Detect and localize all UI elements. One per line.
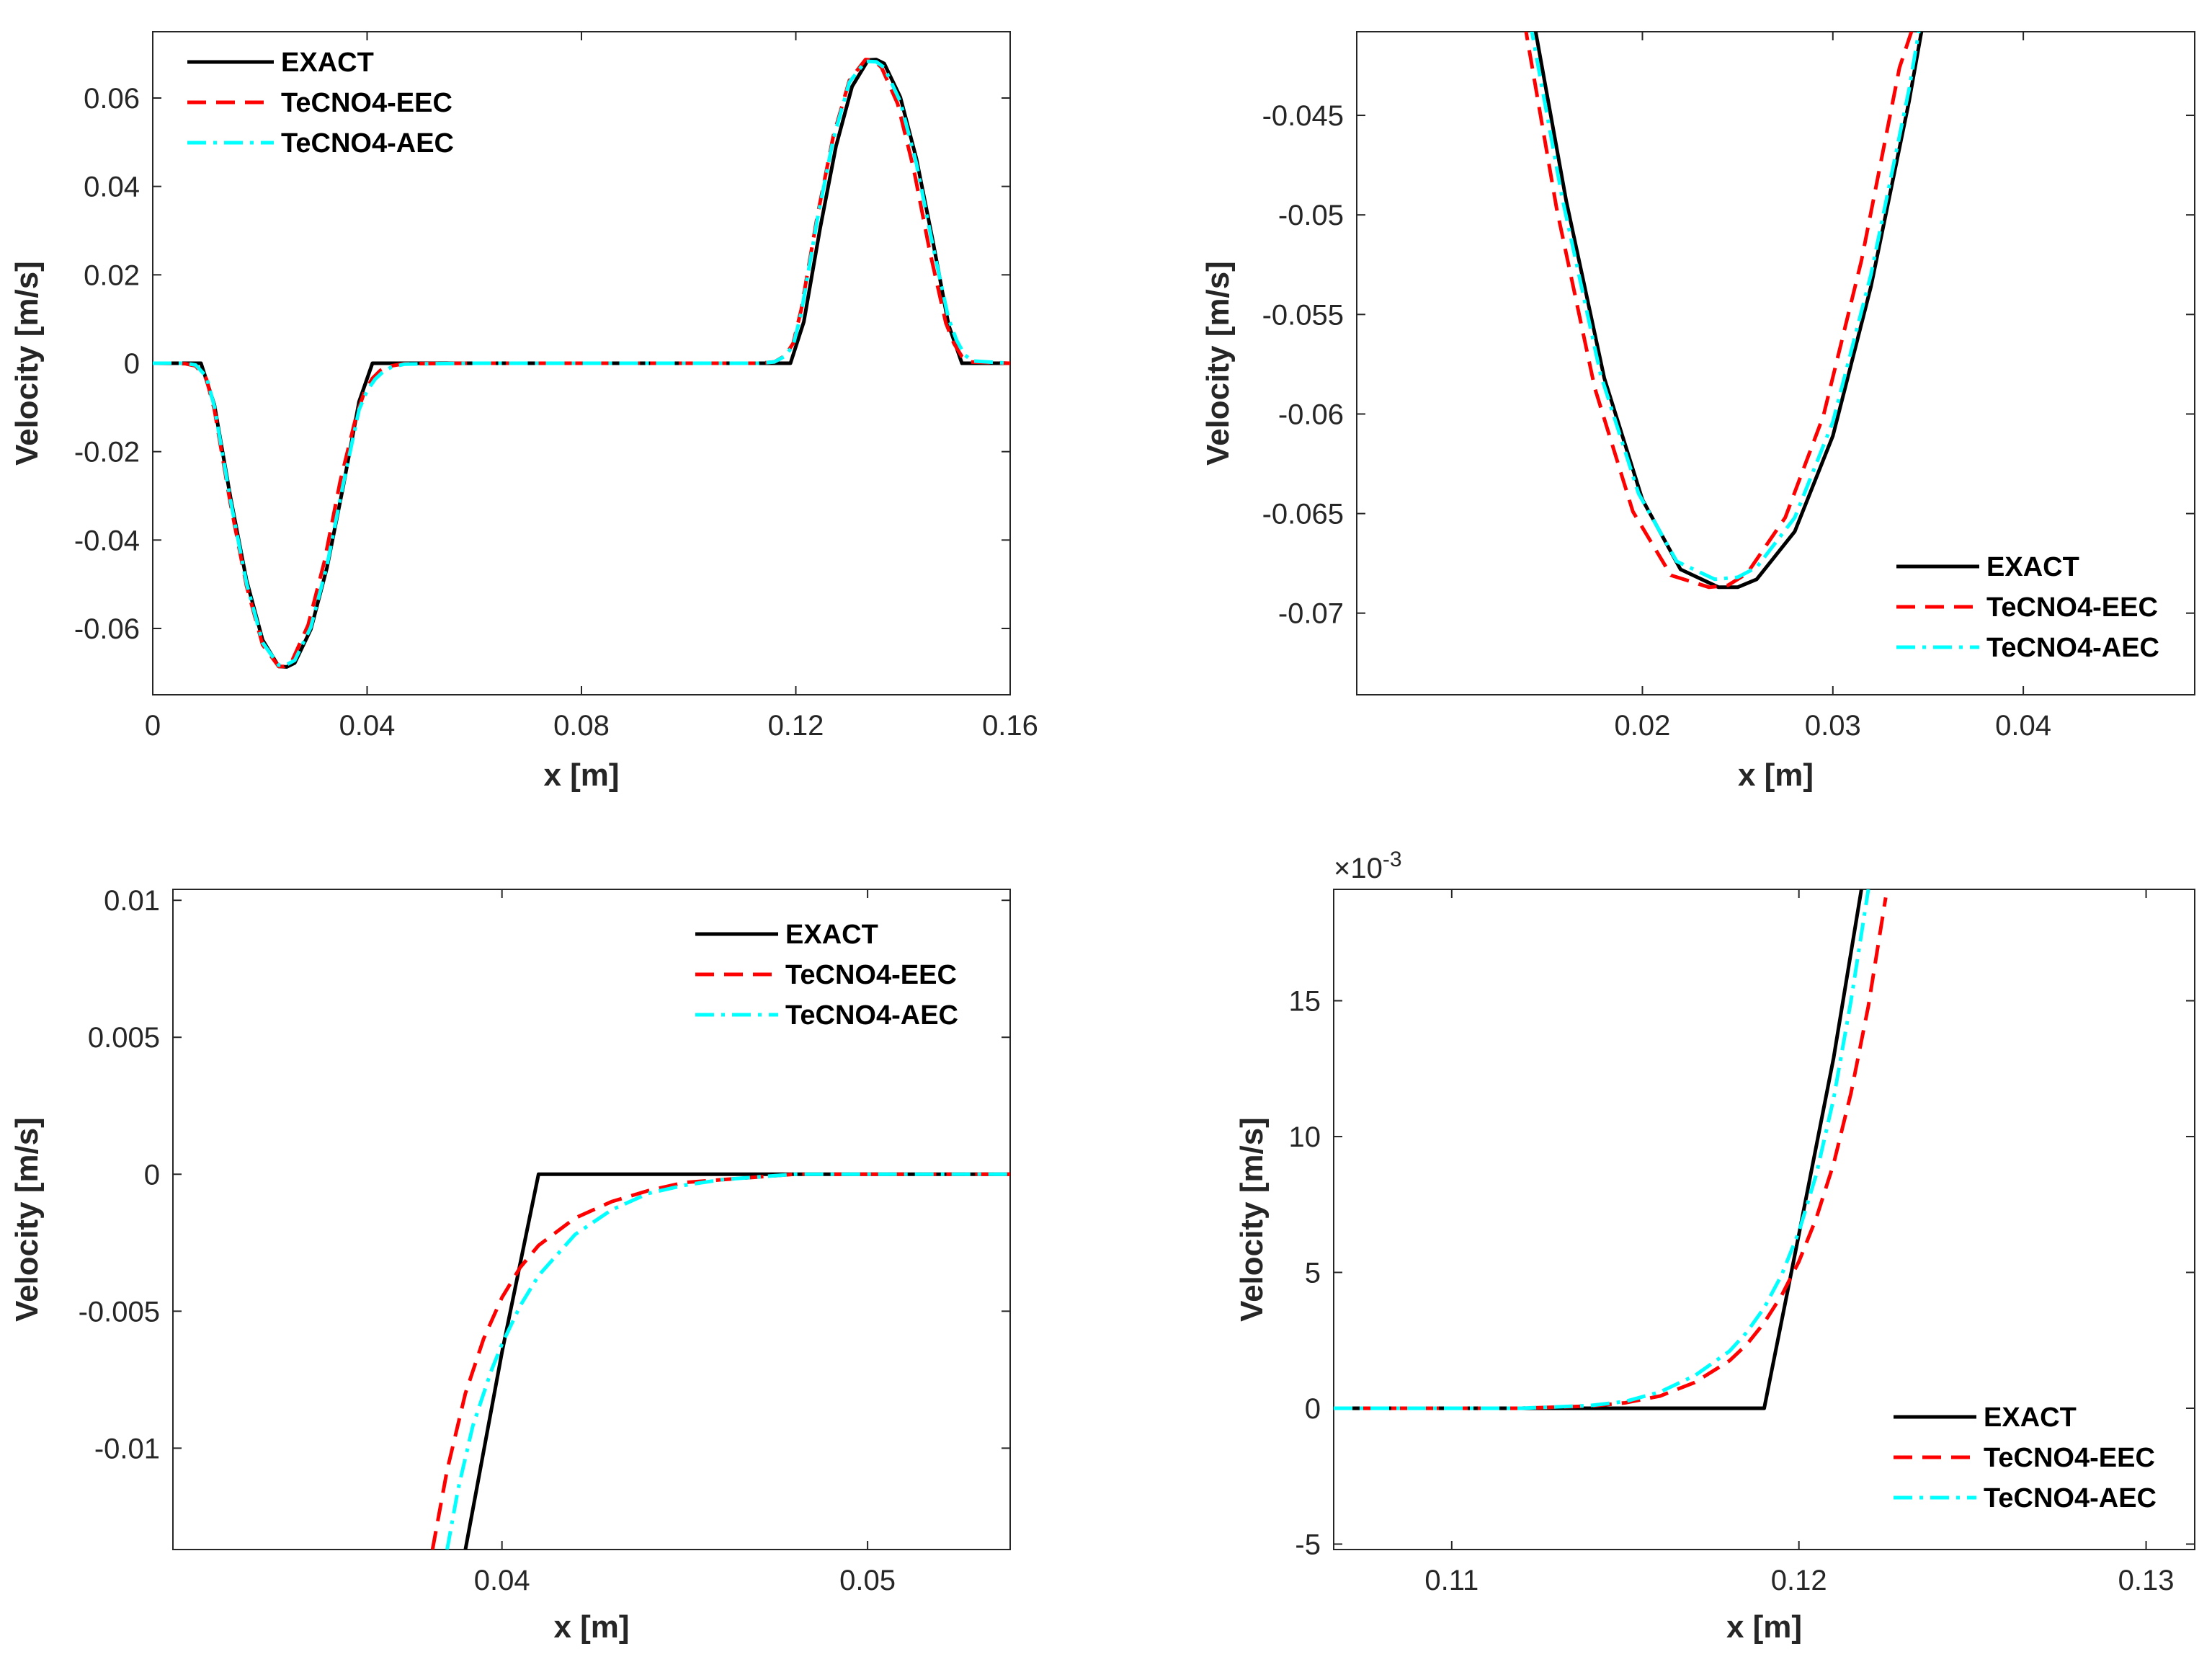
legend-label: TeCNO4-EEC bbox=[1986, 592, 2158, 623]
plot-area bbox=[153, 58, 1010, 669]
y-tick-label: 0.04 bbox=[84, 172, 140, 203]
y-tick-label: 0 bbox=[144, 1159, 160, 1191]
legend-label: TeCNO4-AEC bbox=[1986, 633, 2159, 663]
y-tick-label: 10 bbox=[1289, 1121, 1321, 1153]
y-axis-label: Velocity [m/s] bbox=[9, 1117, 45, 1322]
legend: EXACT TeCNO4-EEC TeCNO4-AEC bbox=[187, 48, 454, 159]
y-tick-label: 0 bbox=[124, 348, 140, 380]
y-tick-label: 15 bbox=[1289, 986, 1321, 1018]
y-tick-label: -0.01 bbox=[94, 1433, 160, 1464]
axes-box bbox=[1356, 31, 2195, 695]
x-tick-label: 0 bbox=[145, 710, 161, 742]
x-tick-label: 0.16 bbox=[982, 710, 1038, 742]
y-tick-label: 0.005 bbox=[88, 1022, 160, 1054]
legend: EXACT TeCNO4-EEC TeCNO4-AEC bbox=[1894, 1402, 2157, 1513]
x-tick-label: 0.12 bbox=[1771, 1565, 1827, 1596]
legend: EXACT TeCNO4-EEC TeCNO4-AEC bbox=[1896, 552, 2159, 663]
y-tick-label: 0.01 bbox=[104, 885, 160, 917]
y-exponent-label: ×10-3 bbox=[1334, 848, 1402, 884]
plot-area bbox=[1334, 889, 1888, 1410]
x-tick-label: 0.04 bbox=[339, 710, 396, 742]
series-line-exact bbox=[1533, 32, 1924, 590]
panel-top-left: 0 0.04 0.08 0.12 0.16 -0.06 -0.04 -0.02 0 0.02 0.0… bbox=[9, 31, 1038, 793]
plot-area bbox=[1524, 32, 1924, 590]
y-axis-label: Velocity [m/s] bbox=[9, 261, 45, 466]
y-tick-label: -0.055 bbox=[1262, 299, 1344, 331]
y-tick-label: -0.005 bbox=[79, 1296, 160, 1328]
y-tick-label: -0.065 bbox=[1262, 499, 1344, 530]
legend-label: TeCNO4-EEC bbox=[785, 960, 957, 990]
series-line-tecno4-eec bbox=[153, 58, 1010, 669]
y-axis-label: Velocity [m/s] bbox=[1234, 1117, 1270, 1322]
x-tick-label: 0.08 bbox=[553, 710, 610, 742]
panel-bottom-left: 0.04 0.05 -0.01 -0.005 0 0.005 0.01 x [m] Veloci… bbox=[9, 885, 1011, 1645]
y-tick-label: -0.06 bbox=[74, 613, 140, 645]
legend-label: TeCNO4-AEC bbox=[281, 128, 454, 159]
y-tick-label: -0.04 bbox=[74, 525, 140, 556]
x-tick-label: 0.05 bbox=[839, 1565, 896, 1596]
y-axis-label: Velocity [m/s] bbox=[1200, 261, 1236, 466]
axes-box bbox=[172, 889, 1011, 1550]
legend-label: TeCNO4-EEC bbox=[281, 88, 452, 118]
y-tick-label: 0 bbox=[1305, 1393, 1321, 1425]
series-line-tecno4-eec bbox=[430, 1172, 1010, 1550]
y-tick-label: 0.06 bbox=[84, 83, 140, 115]
y-tick-label: -0.05 bbox=[1278, 200, 1344, 231]
x-tick-label: 0.04 bbox=[474, 1565, 530, 1596]
x-axis-label: x [m] bbox=[1726, 1609, 1802, 1645]
y-tick-label: -0.07 bbox=[1278, 598, 1344, 630]
panel-bottom-right: 0.11 0.12 0.13 -5 0 5 10 15 ×10-3 x [m] Velocity [… bbox=[1234, 848, 2195, 1645]
series-line-tecno4-aec bbox=[153, 59, 1010, 667]
legend-label: TeCNO4-EEC bbox=[1984, 1443, 2155, 1473]
x-tick-label: 0.12 bbox=[768, 710, 824, 742]
y-tick-label: -0.045 bbox=[1262, 100, 1344, 132]
legend-label: TeCNO4-AEC bbox=[1984, 1483, 2157, 1513]
series-line-tecno4-aec bbox=[445, 1172, 1010, 1550]
axes-box bbox=[1333, 889, 2195, 1550]
y-tick-label: 0.02 bbox=[84, 259, 140, 291]
x-axis-label: x [m] bbox=[543, 757, 619, 793]
legend-label: TeCNO4-AEC bbox=[785, 1000, 958, 1031]
y-tick-label: -0.06 bbox=[1278, 399, 1344, 430]
x-tick-label: 0.03 bbox=[1805, 710, 1861, 742]
series-line-tecno4-aec bbox=[1334, 889, 1870, 1410]
legend-label: EXACT bbox=[785, 920, 878, 950]
x-tick-label: 0.13 bbox=[2118, 1565, 2175, 1596]
y-tick-label: 5 bbox=[1305, 1258, 1321, 1289]
y-tick-label: -5 bbox=[1295, 1529, 1321, 1560]
x-tick-label: 0.11 bbox=[1424, 1565, 1479, 1596]
series-line-tecno4-eec bbox=[1334, 897, 1888, 1410]
legend-label: EXACT bbox=[1986, 552, 2079, 582]
series-line-exact bbox=[463, 1172, 1010, 1550]
series-line-exact bbox=[1334, 889, 1863, 1410]
x-axis-label: x [m] bbox=[553, 1609, 629, 1645]
legend-label: EXACT bbox=[281, 48, 374, 78]
plot-area bbox=[430, 1172, 1010, 1550]
x-tick-label: 0.04 bbox=[1995, 710, 2051, 742]
legend: EXACT TeCNO4-EEC TeCNO4-AEC bbox=[695, 920, 958, 1031]
series-line-tecno4-aec bbox=[1530, 32, 1921, 582]
x-tick-label: 0.02 bbox=[1615, 710, 1671, 742]
legend-label: EXACT bbox=[1984, 1402, 2077, 1433]
y-tick-label: -0.02 bbox=[74, 437, 140, 468]
x-axis-label: x [m] bbox=[1738, 757, 1814, 793]
panel-top-right: 0.02 0.03 0.04 -0.07 -0.065 -0.06 -0.055 -0.05 -… bbox=[1200, 31, 2195, 793]
series-line-tecno4-eec bbox=[1524, 32, 1914, 590]
